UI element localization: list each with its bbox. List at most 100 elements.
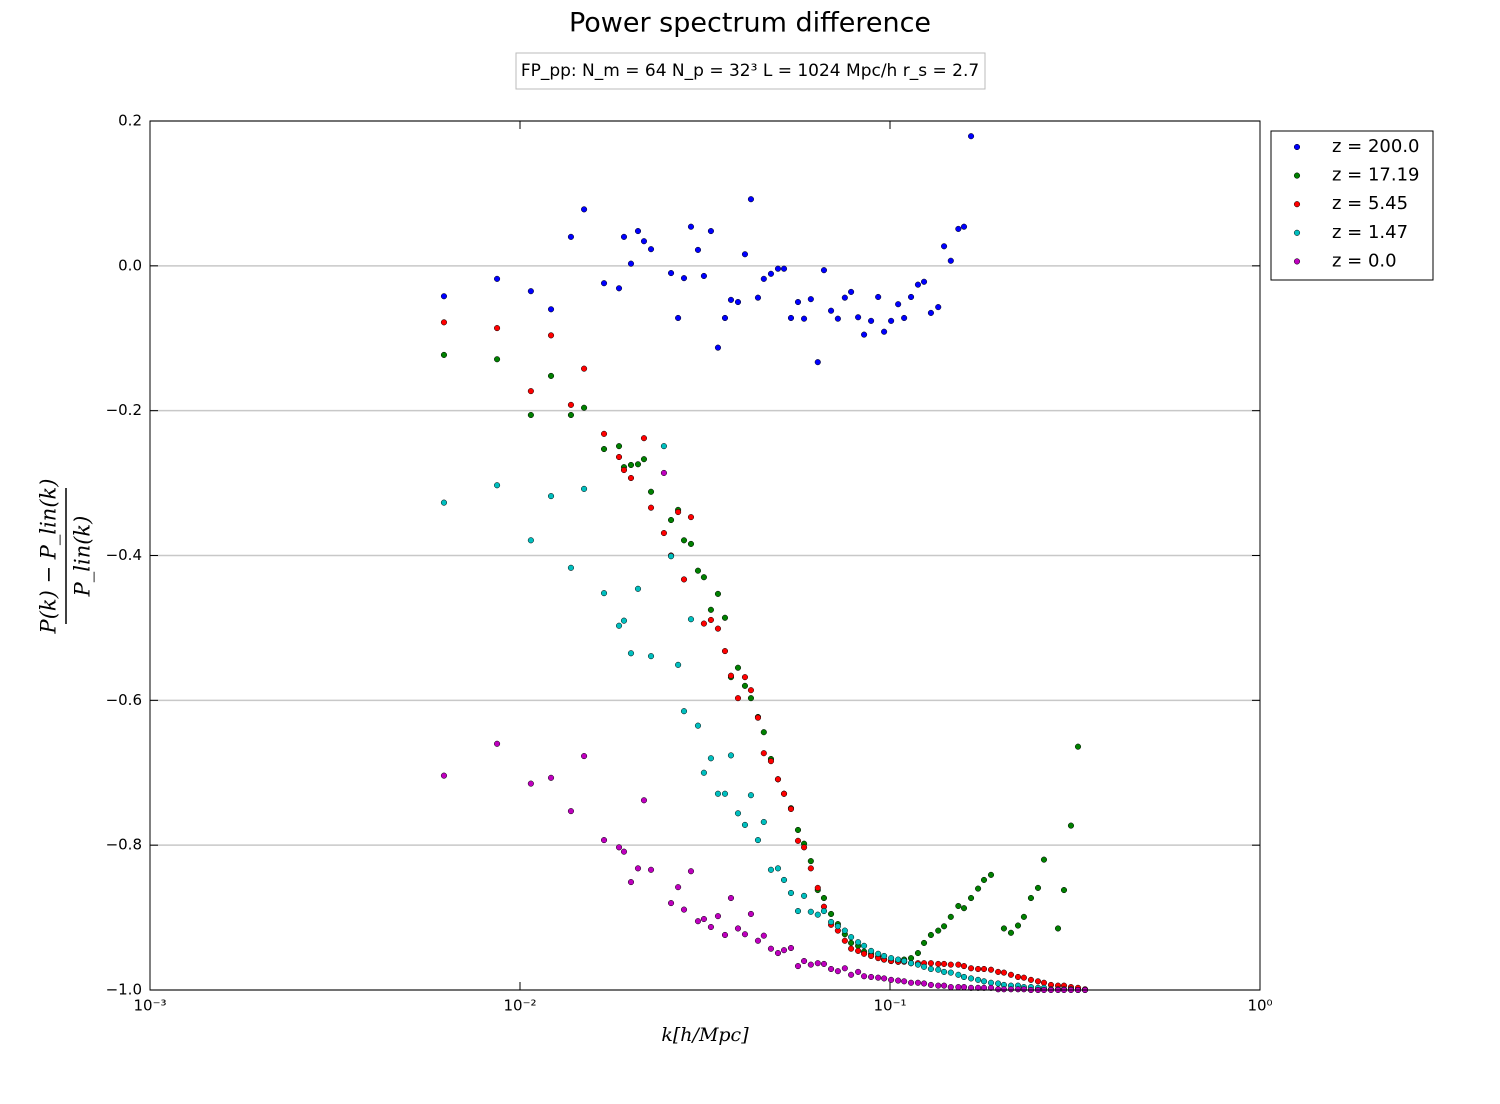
point <box>947 961 954 968</box>
point <box>980 978 988 985</box>
point <box>861 973 868 980</box>
point <box>987 966 995 973</box>
point <box>820 908 828 915</box>
point <box>935 966 942 973</box>
point <box>634 865 642 872</box>
point <box>741 821 749 828</box>
point <box>1007 929 1015 936</box>
point <box>908 960 915 967</box>
point <box>721 790 729 797</box>
point <box>700 620 707 627</box>
point <box>941 968 948 975</box>
point <box>955 961 962 968</box>
point <box>975 965 982 973</box>
point <box>620 617 628 624</box>
point <box>494 356 501 363</box>
point <box>914 950 922 957</box>
point <box>760 729 767 736</box>
point <box>901 978 908 985</box>
point <box>687 868 695 875</box>
legend-marker <box>1293 229 1301 236</box>
point <box>975 976 982 983</box>
point <box>888 976 895 983</box>
point <box>741 251 749 258</box>
point <box>801 957 808 965</box>
point <box>801 892 808 899</box>
point <box>647 488 655 495</box>
point <box>834 315 841 322</box>
point <box>807 961 814 968</box>
point <box>767 866 775 873</box>
point <box>440 772 448 779</box>
point <box>888 955 895 962</box>
point <box>780 790 788 797</box>
point <box>620 466 628 474</box>
point <box>647 866 655 873</box>
point <box>647 246 655 253</box>
point <box>995 986 1002 993</box>
point <box>895 956 902 963</box>
x-axis-label: k[h/Mpc] <box>661 1024 749 1046</box>
point <box>581 753 588 760</box>
point <box>787 314 795 322</box>
point <box>640 456 648 463</box>
point <box>547 306 555 313</box>
point <box>787 889 795 897</box>
point <box>727 672 735 679</box>
point <box>868 947 875 954</box>
point <box>848 288 855 295</box>
legend-label: z = 5.45 <box>1332 193 1408 214</box>
point <box>987 871 995 878</box>
point <box>1074 743 1082 750</box>
point <box>760 818 767 826</box>
point <box>647 504 655 511</box>
point <box>1067 822 1075 829</box>
point <box>547 774 555 781</box>
point <box>820 894 828 902</box>
point <box>774 265 782 272</box>
point <box>620 848 628 855</box>
point <box>947 913 954 920</box>
point <box>700 915 707 923</box>
point <box>675 314 682 322</box>
point <box>960 963 968 970</box>
point <box>707 923 714 931</box>
point <box>660 443 667 450</box>
point <box>727 296 735 303</box>
point <box>1020 974 1027 981</box>
subtitle-box <box>515 52 986 90</box>
point <box>935 304 942 311</box>
point <box>868 317 875 324</box>
point <box>627 650 635 657</box>
point <box>1020 913 1027 920</box>
point <box>707 228 714 235</box>
point <box>975 984 982 991</box>
point <box>814 911 821 918</box>
point <box>1007 986 1015 993</box>
point <box>1040 979 1048 986</box>
point <box>1060 887 1068 894</box>
point <box>995 980 1002 987</box>
y-tick-label: −0.4 <box>106 546 142 564</box>
point <box>600 280 608 287</box>
point <box>787 805 795 813</box>
point <box>920 939 928 946</box>
point <box>875 974 882 981</box>
point <box>440 319 448 326</box>
point <box>828 910 835 918</box>
point <box>1000 925 1007 932</box>
point <box>1034 884 1042 891</box>
y-tick-label: 0.2 <box>118 112 142 130</box>
point <box>1034 978 1042 985</box>
point <box>754 937 762 944</box>
y-tick-label: −0.8 <box>106 836 142 854</box>
point <box>881 328 888 335</box>
legend-entries: z = 200.0 z = 17.19 z = 5.45 z = 1.47 z = 0.… <box>1293 136 1420 271</box>
point <box>687 223 695 230</box>
point <box>675 661 682 668</box>
point <box>714 625 722 632</box>
point <box>700 574 707 581</box>
point <box>947 984 954 991</box>
point <box>881 952 888 960</box>
